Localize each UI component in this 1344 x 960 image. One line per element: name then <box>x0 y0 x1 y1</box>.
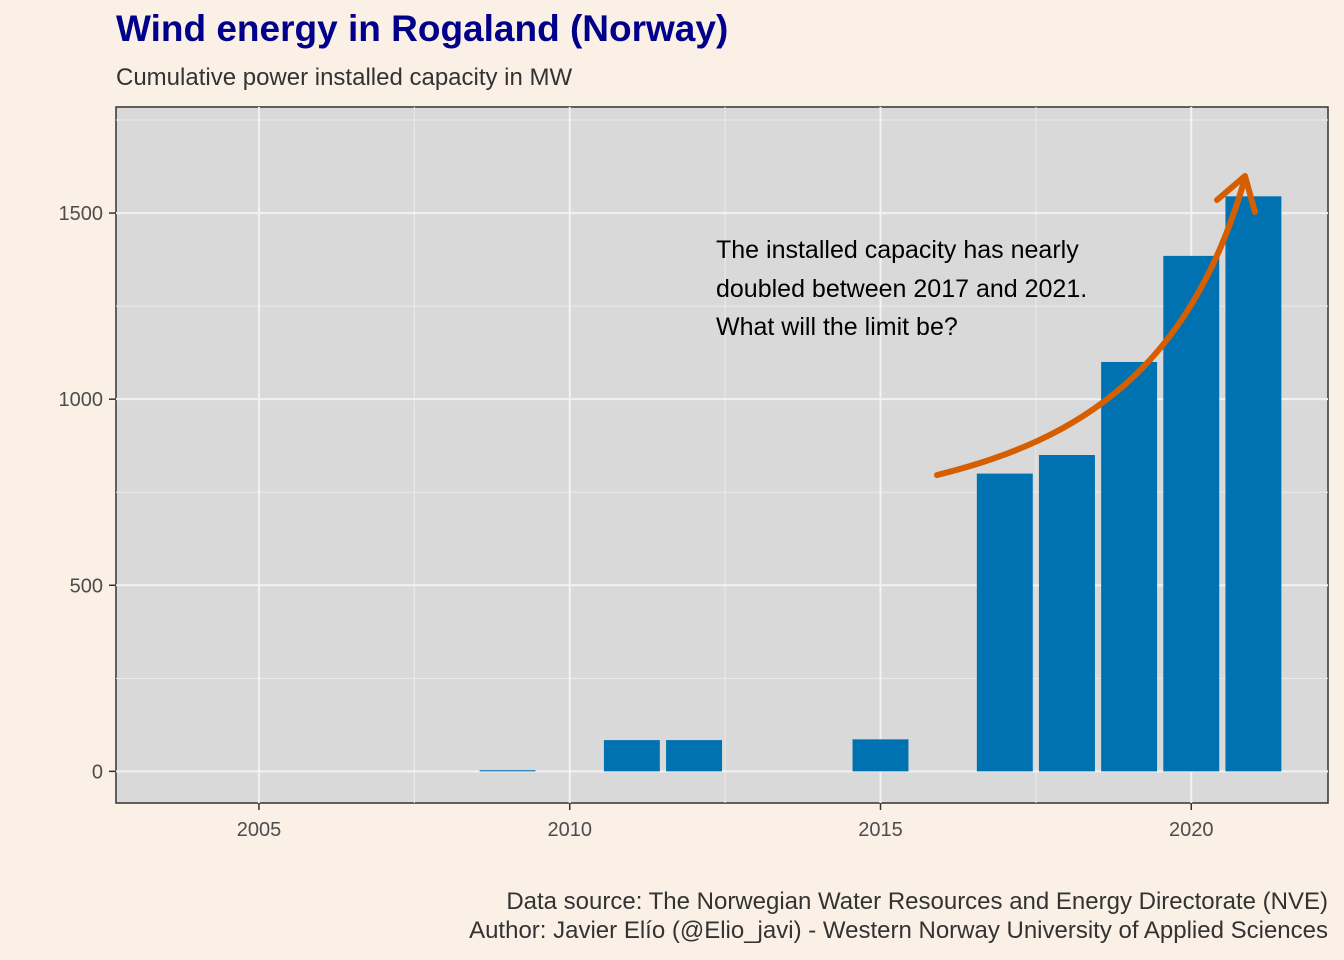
y-tick-label: 1500 <box>59 203 104 225</box>
caption-author: Author: Javier Elío (@Elio_javi) - Weste… <box>469 917 1328 944</box>
x-tick-label: 2010 <box>547 819 592 841</box>
trend-arrow-head <box>1214 173 1258 215</box>
x-axis: 2005 2010 2015 2020 <box>237 803 1214 841</box>
x-tick-label: 2005 <box>237 819 282 841</box>
trend-arrow-curve <box>934 175 1248 478</box>
chart-subtitle: Cumulative power installed capacity in M… <box>116 64 573 91</box>
bar-2011 <box>603 740 660 772</box>
bar-2020 <box>1163 255 1220 772</box>
bar-2018 <box>1038 455 1095 772</box>
x-tick-label: 2015 <box>858 819 903 841</box>
y-tick-label: 1000 <box>59 389 104 411</box>
bar-2017 <box>976 473 1033 772</box>
minor-gridlines <box>116 107 1328 803</box>
trend-arrow <box>934 173 1258 478</box>
annotation-line-2: doubled between 2017 and 2021. <box>716 275 1088 303</box>
bar-2019 <box>1101 361 1158 772</box>
bars <box>479 196 1282 772</box>
caption-source: Data source: The Norwegian Water Resourc… <box>506 888 1328 915</box>
chart-title: Wind energy in Rogaland (Norway) <box>116 8 729 49</box>
y-tick-label: 500 <box>70 575 103 597</box>
annotation-line-1: The installed capacity has nearly <box>716 236 1079 264</box>
y-tick-label: 0 <box>92 761 103 783</box>
bar-2021 <box>1225 196 1282 772</box>
y-axis: 0 500 1000 1500 <box>59 203 116 783</box>
annotation-line-3: What will the limit be? <box>716 313 958 341</box>
bar-2012 <box>666 740 722 772</box>
bar-2009 <box>479 770 536 772</box>
x-tick-label: 2020 <box>1169 819 1214 841</box>
bar-2015 <box>852 739 909 772</box>
